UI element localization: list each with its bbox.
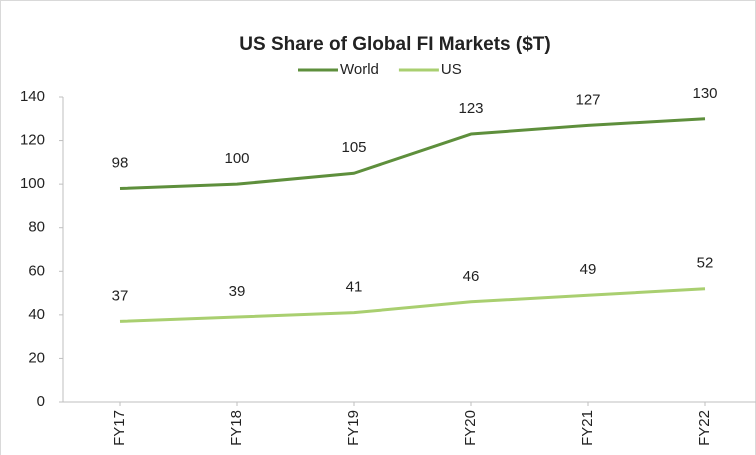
y-tick-label: 40 [28,306,45,323]
data-label: 98 [112,154,129,171]
x-tick-label: FY17 [111,410,128,446]
y-tick-label: 60 [28,262,45,279]
x-tick-label: FY18 [228,410,245,446]
y-tick-label: 100 [20,175,45,192]
x-tick-label: FY20 [462,410,479,446]
data-label: 127 [575,91,600,108]
x-tick-label: FY21 [579,410,596,446]
data-label: 123 [458,100,483,117]
data-label: 37 [112,287,129,304]
data-label: 130 [692,85,717,102]
y-tick-label: 120 [20,132,45,149]
data-label: 46 [463,268,480,285]
y-tick-label: 140 [20,88,45,105]
chart-title: US Share of Global FI Markets ($T) [239,34,550,55]
y-tick-label: 20 [28,349,45,366]
data-label: 105 [341,139,366,156]
y-tick-label: 80 [28,219,45,236]
legend-label: World [340,61,379,78]
data-label: 52 [697,255,714,272]
series-line [119,287,706,323]
y-tick-label: 0 [37,393,45,410]
x-tick-label: FY19 [345,410,362,446]
legend-label: US [441,61,462,78]
data-label: 100 [224,150,249,167]
data-label: 49 [580,261,597,278]
data-label: 41 [346,279,363,296]
data-label: 39 [229,283,246,300]
series-line [119,117,706,190]
x-tick-label: FY22 [696,410,713,446]
